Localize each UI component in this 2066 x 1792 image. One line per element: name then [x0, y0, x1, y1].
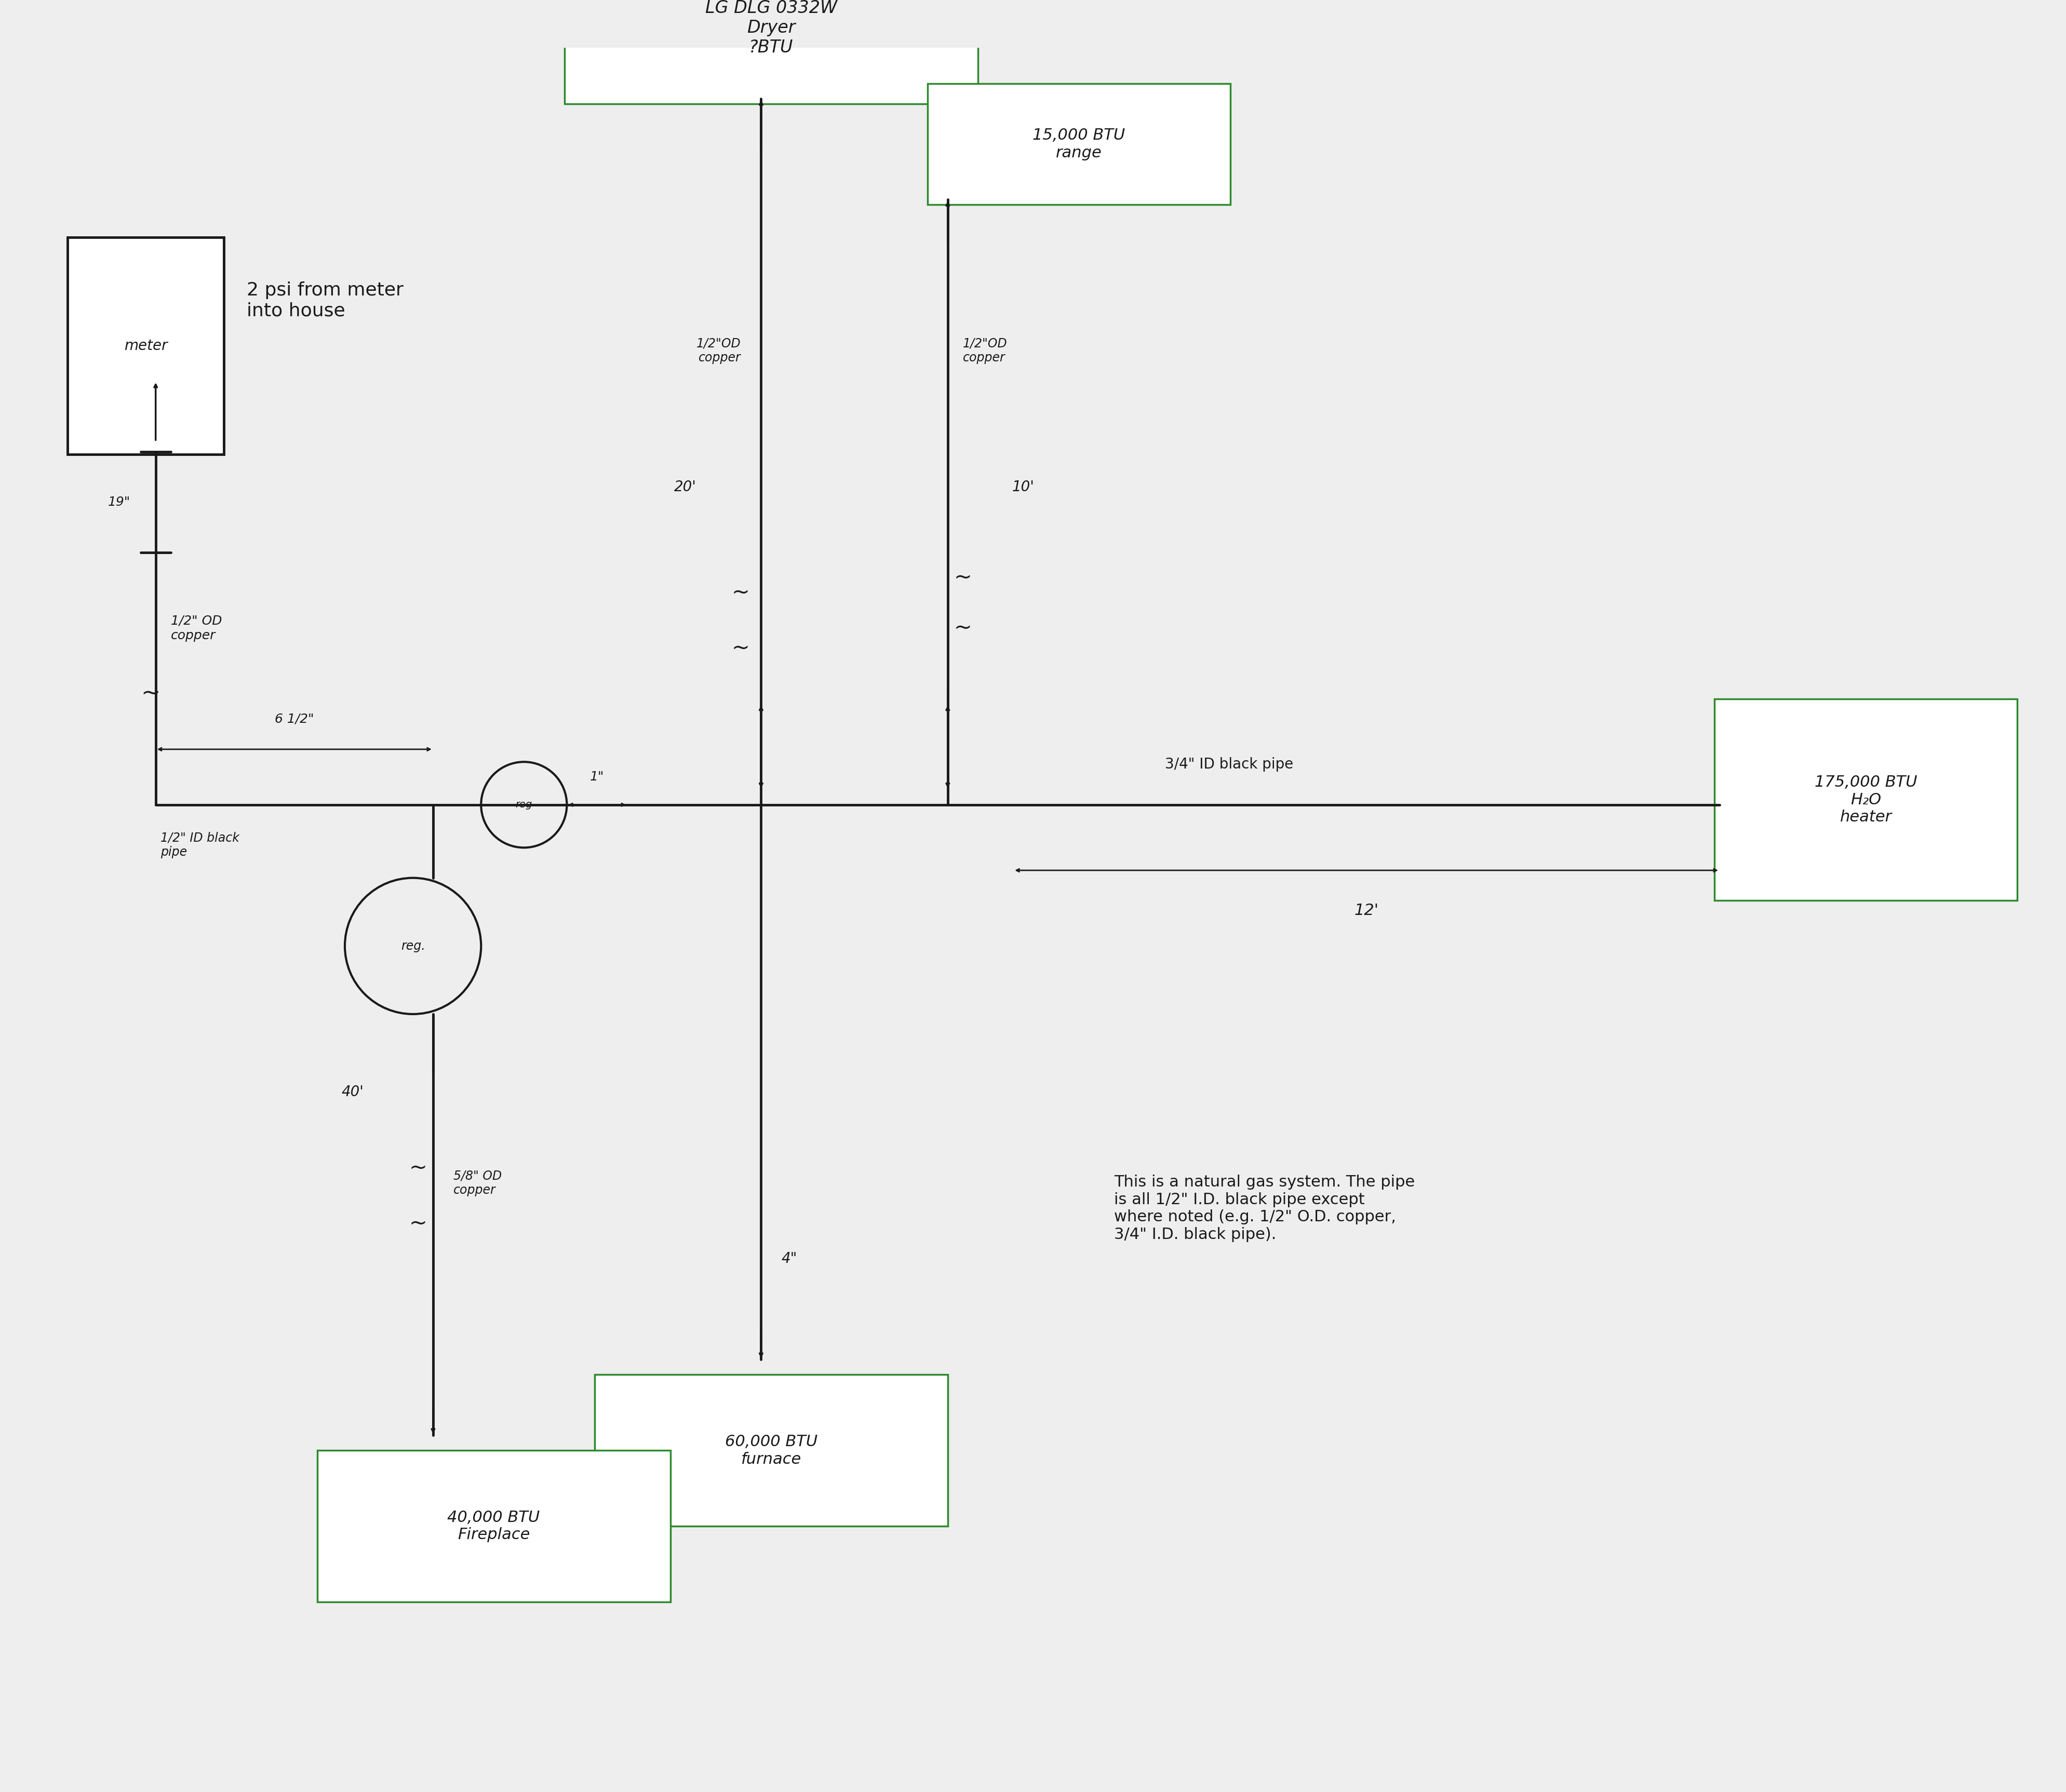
- Text: ~: ~: [409, 1158, 428, 1179]
- Text: 19": 19": [107, 496, 130, 509]
- Text: 1": 1": [591, 771, 603, 783]
- FancyBboxPatch shape: [68, 237, 223, 453]
- FancyBboxPatch shape: [564, 0, 977, 104]
- Text: ~: ~: [731, 582, 750, 604]
- Text: 40': 40': [341, 1084, 364, 1100]
- Text: reg.: reg.: [401, 939, 426, 952]
- Text: 6 1/2": 6 1/2": [275, 713, 314, 726]
- Text: 175,000 BTU
H₂O
heater: 175,000 BTU H₂O heater: [1814, 774, 1917, 824]
- Text: 1/2" ID black
pipe: 1/2" ID black pipe: [161, 831, 240, 858]
- Text: 15,000 BTU
range: 15,000 BTU range: [1033, 127, 1126, 159]
- Text: ~: ~: [409, 1213, 428, 1235]
- Text: 12': 12': [1353, 903, 1378, 918]
- FancyBboxPatch shape: [316, 1450, 669, 1602]
- Text: 4": 4": [781, 1251, 797, 1265]
- FancyBboxPatch shape: [928, 84, 1229, 204]
- Text: 5/8" OD
copper: 5/8" OD copper: [452, 1170, 502, 1197]
- Text: LG DLG 0332W
Dryer
?BTU: LG DLG 0332W Dryer ?BTU: [705, 0, 837, 56]
- Text: This is a natural gas system. The pipe
is all 1/2" I.D. black pipe except
where : This is a natural gas system. The pipe i…: [1114, 1174, 1415, 1242]
- FancyBboxPatch shape: [1715, 699, 2016, 901]
- Text: reg: reg: [516, 799, 533, 810]
- Text: ~: ~: [954, 616, 971, 640]
- Text: 10': 10': [1012, 480, 1035, 495]
- Text: ~: ~: [954, 566, 971, 588]
- Text: 1/2" OD
copper: 1/2" OD copper: [171, 615, 221, 642]
- Text: 40,000 BTU
Fireplace: 40,000 BTU Fireplace: [448, 1511, 539, 1543]
- Text: 2 psi from meter
into house: 2 psi from meter into house: [246, 281, 403, 319]
- Text: meter: meter: [124, 339, 167, 353]
- Text: 20': 20': [674, 480, 696, 495]
- Text: 1/2"OD
copper: 1/2"OD copper: [963, 337, 1008, 364]
- Text: 3/4" ID black pipe: 3/4" ID black pipe: [1165, 758, 1293, 772]
- Text: ~: ~: [140, 683, 161, 704]
- Text: 1/2"OD
copper: 1/2"OD copper: [696, 337, 742, 364]
- FancyBboxPatch shape: [595, 1374, 948, 1527]
- Text: 60,000 BTU
furnace: 60,000 BTU furnace: [725, 1434, 818, 1466]
- Text: ~: ~: [731, 638, 750, 659]
